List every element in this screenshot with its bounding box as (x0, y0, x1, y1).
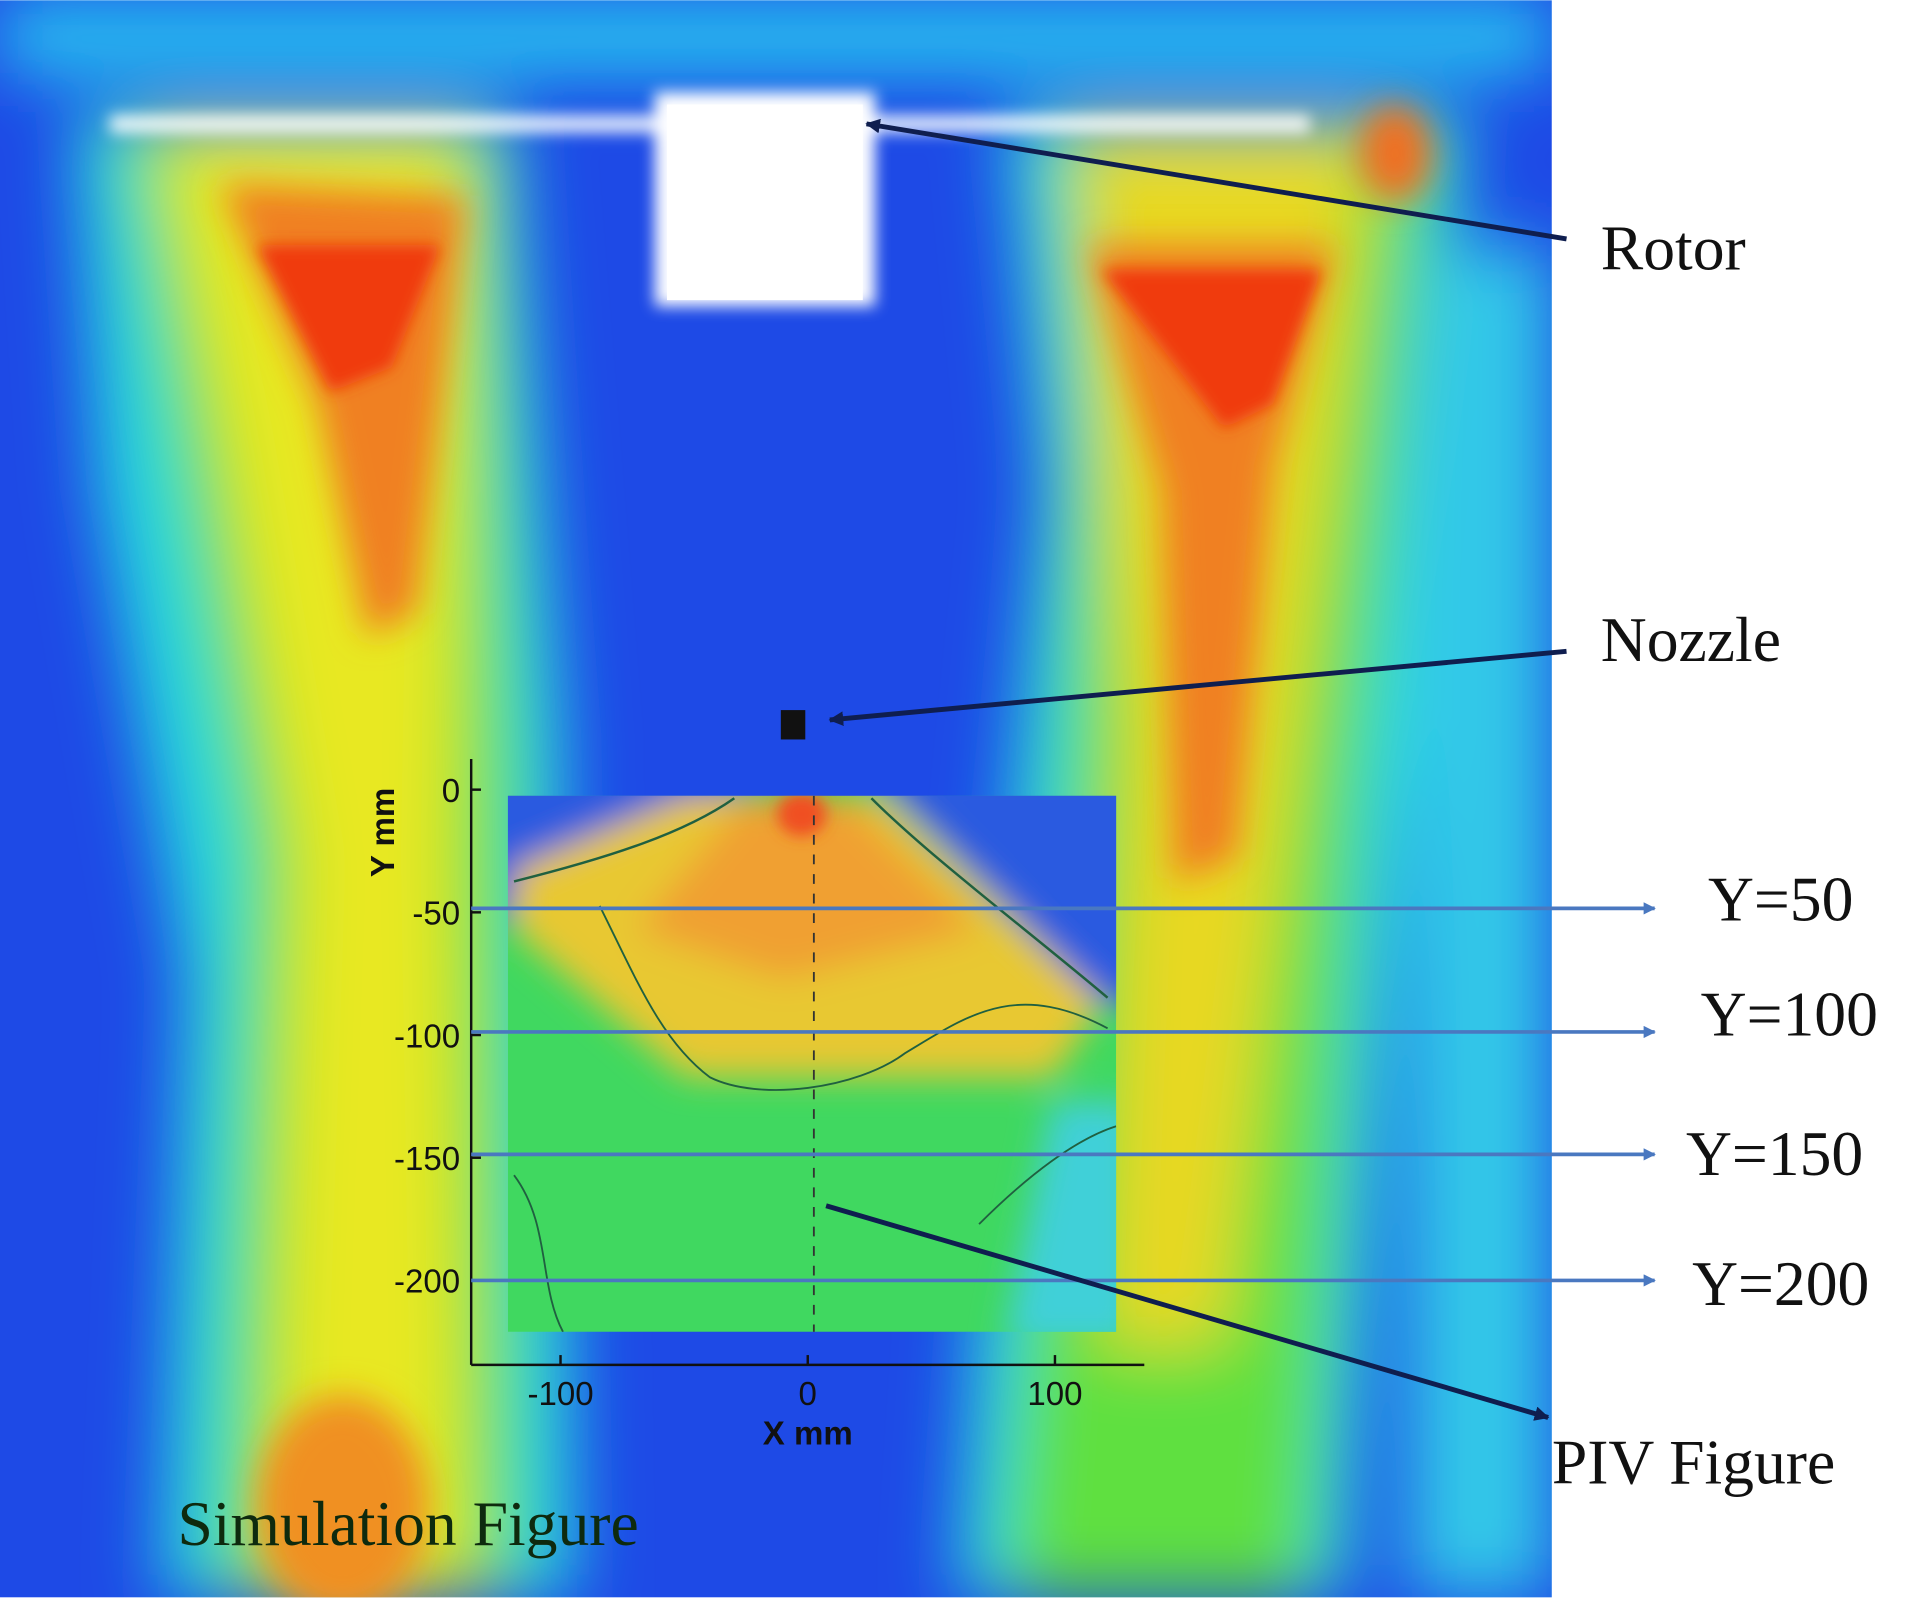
y-line-label: Y=150 (1686, 1118, 1863, 1189)
piv-arrow (825, 1203, 1550, 1421)
x-tick-label: 0 (799, 1376, 817, 1413)
piv-label: PIV Figure (1552, 1427, 1835, 1498)
simulation-label: Simulation Figure (177, 1488, 638, 1559)
y-line-label: Y=50 (1708, 864, 1853, 935)
y-line-label: Y=100 (1701, 979, 1878, 1050)
y-lines (471, 902, 1656, 1287)
y-tick-label: 0 (442, 773, 460, 810)
callouts (825, 118, 1567, 1421)
rotor-arrow (865, 118, 1567, 242)
rotor-label: Rotor (1601, 213, 1746, 284)
nozzle-arrow (828, 648, 1567, 726)
y-line-label: Y=200 (1692, 1248, 1869, 1319)
inset-axes: X mm Y mm -100 0 100 0 -50 -100 -150 -200 (365, 759, 1145, 1452)
y-tick-label: -50 (412, 896, 460, 933)
nozzle-marker (780, 710, 806, 740)
nozzle-label: Nozzle (1601, 604, 1781, 675)
x-tick-label: -100 (527, 1376, 593, 1413)
y-tick-label: -100 (394, 1018, 460, 1055)
piv-image (507, 795, 1117, 1332)
y-tick-label: -150 (394, 1141, 460, 1178)
x-axis-label: X mm (763, 1415, 853, 1452)
x-tick-label: 100 (1027, 1376, 1082, 1413)
y-axis-label: Y mm (365, 788, 402, 877)
y-tick-label: -200 (394, 1264, 460, 1301)
